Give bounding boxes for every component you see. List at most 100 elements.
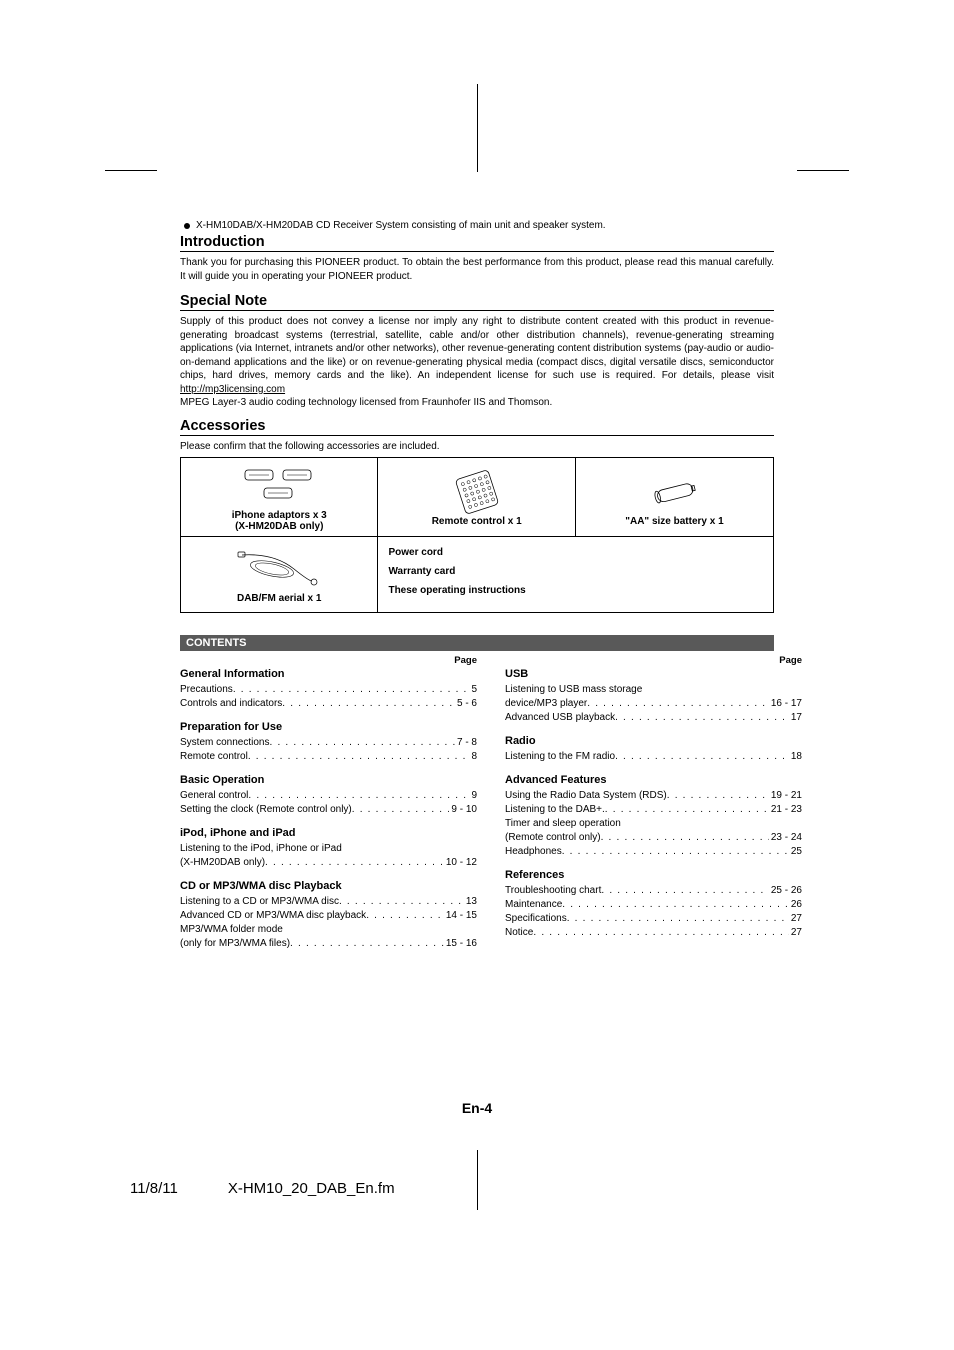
toc-page: 5 - 6: [455, 697, 477, 711]
toc-dots: [265, 856, 444, 870]
toc-page: 7 - 8: [455, 736, 477, 750]
toc-row: Precautions 5: [180, 683, 477, 697]
toc-dots: [601, 884, 769, 898]
toc-group-title: Basic Operation: [180, 774, 477, 786]
intro-body: Thank you for purchasing this PIONEER pr…: [180, 256, 774, 283]
pre-line-text: X-HM10DAB/X-HM20DAB CD Receiver System c…: [196, 220, 606, 231]
toc-row: Listening to the iPod, iPhone or iPad: [180, 842, 477, 856]
toc-dots: [605, 803, 769, 817]
toc-row: Specifications 27: [505, 912, 802, 926]
toc-label: Listening to the iPod, iPhone or iPad: [180, 842, 342, 856]
toc-page: 9: [469, 789, 477, 803]
toc-label: Listening to the DAB+.: [505, 803, 605, 817]
toc-page-label-left: Page: [180, 655, 477, 666]
mp3-link[interactable]: http://mp3licensing.com: [180, 384, 285, 395]
toc-row: Listening to the FM radio 18: [505, 750, 802, 764]
toc-group-title: CD or MP3/WMA disc Playback: [180, 880, 477, 892]
toc-row: MP3/WMA folder mode: [180, 923, 477, 937]
acc-label-remote: Remote control x 1: [384, 516, 568, 527]
toc-row: (X-HM20DAB only) 10 - 12: [180, 856, 477, 870]
toc-dots: [290, 937, 444, 951]
toc-label: Listening to the FM radio: [505, 750, 615, 764]
acc-cell-docs: Power cord Warranty card These operating…: [378, 537, 774, 613]
toc-group-title: Advanced Features: [505, 774, 802, 786]
toc-dots: [562, 845, 789, 859]
acc-label-instructions: These operating instructions: [388, 581, 763, 600]
pre-line: X-HM10DAB/X-HM20DAB CD Receiver System c…: [180, 220, 774, 231]
toc-page: 18: [789, 750, 802, 764]
toc-label: Listening to USB mass storage: [505, 683, 642, 697]
toc-row: Notice 27: [505, 926, 802, 940]
toc-dots: [587, 697, 769, 711]
toc-group-title: Preparation for Use: [180, 721, 477, 733]
toc-page: 13: [464, 895, 477, 909]
toc-page: 5: [469, 683, 477, 697]
toc-label: MP3/WMA folder mode: [180, 923, 283, 937]
toc-col-left: Page General Information Precautions 5Con…: [180, 655, 477, 951]
acc-label-battery: "AA" size battery x 1: [582, 516, 767, 527]
toc-row: Listening to the DAB+. 21 - 23: [505, 803, 802, 817]
acc-cell-battery: "AA" size battery x 1: [575, 458, 773, 537]
acc-label-power: Power cord: [388, 543, 763, 562]
footer-divider: [477, 1150, 478, 1210]
toc-row: General control 9: [180, 789, 477, 803]
toc-dots: [248, 750, 470, 764]
toc-label: Controls and indicators: [180, 697, 282, 711]
toc-label: (only for MP3/WMA files): [180, 937, 290, 951]
toc-dots: [366, 909, 444, 923]
toc-label: (Remote control only): [505, 831, 601, 845]
toc-dots: [233, 683, 470, 697]
toc-page: 17: [789, 711, 802, 725]
toc-dots: [562, 898, 789, 912]
toc-dots: [615, 750, 789, 764]
footer-file: X-HM10_20_DAB_En.fm: [228, 1180, 395, 1197]
toc-label: device/MP3 player: [505, 697, 587, 711]
toc-row: Remote control 8: [180, 750, 477, 764]
toc-label: Troubleshooting chart: [505, 884, 601, 898]
toc-row: (only for MP3/WMA files) 15 - 16: [180, 937, 477, 951]
toc-dots: [339, 895, 464, 909]
toc-label: Timer and sleep operation: [505, 817, 621, 831]
toc-row: Setting the clock (Remote control only) …: [180, 803, 477, 817]
toc-row: Advanced CD or MP3/WMA disc playback 14 …: [180, 909, 477, 923]
acc-cell-adaptors: iPhone adaptors x 3(X-HM20DAB only): [181, 458, 378, 537]
toc-page: 9 - 10: [449, 803, 477, 817]
toc-label: Listening to a CD or MP3/WMA disc: [180, 895, 339, 909]
toc-label: Advanced CD or MP3/WMA disc playback: [180, 909, 366, 923]
special-body: Supply of this product does not convey a…: [180, 315, 774, 410]
battery-icon: [582, 468, 767, 516]
toc-page: 8: [469, 750, 477, 764]
toc-row: Troubleshooting chart 25 - 26: [505, 884, 802, 898]
toc-group-title: References: [505, 869, 802, 881]
toc-page: 10 - 12: [444, 856, 477, 870]
toc-page: 14 - 15: [444, 909, 477, 923]
footer-page-number: En-4: [0, 1100, 954, 1116]
bullet-icon: [184, 223, 190, 229]
toc-row: device/MP3 player 16 - 17: [505, 697, 802, 711]
toc-label: Maintenance: [505, 898, 562, 912]
contents-header: CONTENTS: [180, 635, 774, 651]
toc-page: 21 - 23: [769, 803, 802, 817]
toc-label: Advanced USB playback: [505, 711, 615, 725]
toc-page: 23 - 24: [769, 831, 802, 845]
toc-row: Listening to a CD or MP3/WMA disc 13: [180, 895, 477, 909]
toc-row: Advanced USB playback 17: [505, 711, 802, 725]
toc-group-title: USB: [505, 668, 802, 680]
toc-group-title: General Information: [180, 668, 477, 680]
toc-page: 26: [789, 898, 802, 912]
section-title-accessories: Accessories: [180, 418, 774, 436]
page-body: X-HM10DAB/X-HM20DAB CD Receiver System c…: [0, 0, 954, 951]
toc-label: General control: [180, 789, 248, 803]
toc-page: 19 - 21: [769, 789, 802, 803]
acc-cell-aerial: DAB/FM aerial x 1: [181, 537, 378, 613]
toc-label: Setting the clock (Remote control only): [180, 803, 352, 817]
toc-label: System connections: [180, 736, 270, 750]
adaptors-icon: [187, 462, 371, 510]
special-body-2: MPEG Layer-3 audio coding technology lic…: [180, 397, 552, 408]
toc-label: (X-HM20DAB only): [180, 856, 265, 870]
footer-info: 11/8/11 X-HM10_20_DAB_En.fm: [130, 1180, 395, 1197]
toc-dots: [282, 697, 455, 711]
toc-row: Maintenance 26: [505, 898, 802, 912]
remote-icon: [384, 468, 568, 516]
toc-label: Specifications: [505, 912, 567, 926]
